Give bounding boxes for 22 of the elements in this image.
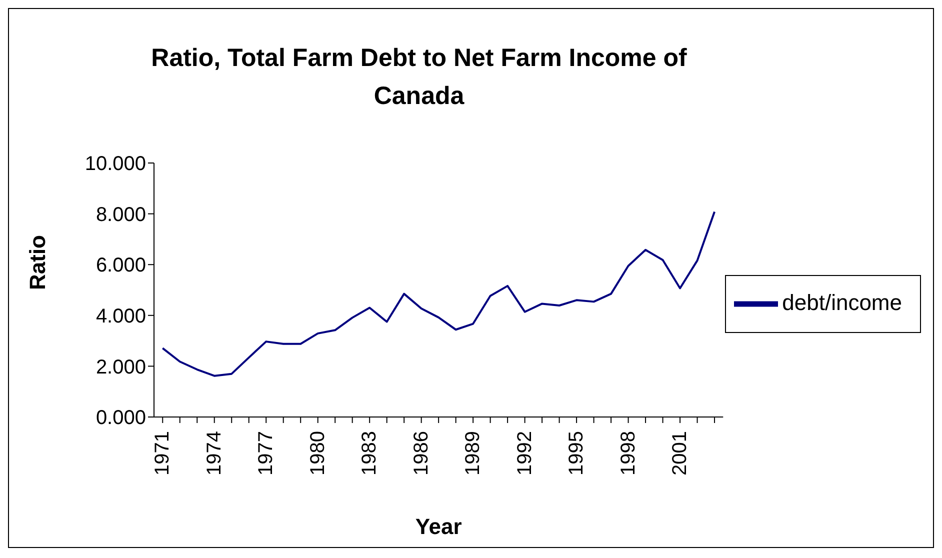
x-tick-label: 1977	[255, 431, 278, 476]
x-tick-label: 1974	[203, 431, 226, 476]
x-tick-label: 1986	[410, 431, 432, 476]
chart-title: Ratio, Total Farm Debt to Net Farm Income of Canada	[150, 43, 688, 112]
x-tick-label: 1980	[306, 431, 329, 476]
x-tick-label: 1983	[358, 431, 381, 476]
x-tick-label: 1992	[514, 431, 536, 476]
x-tick-label: 2001	[669, 431, 692, 476]
x-tick-label: 1995	[566, 431, 588, 476]
y-tick-label: 2.000	[96, 356, 146, 378]
y-tick-label: 10.000	[84, 153, 146, 176]
y-tick-label: 8.000	[96, 204, 146, 226]
y-tick-label: 4.000	[96, 306, 146, 328]
x-tick-label: 1971	[152, 431, 174, 476]
y-tick-label: 6.000	[96, 254, 146, 277]
x-axis-title: Year	[415, 514, 462, 539]
line-series	[162, 210, 716, 377]
y-tick-label: 0.000	[96, 407, 146, 430]
legend-label: debt/income	[782, 290, 902, 315]
x-tick-label: 1998	[617, 431, 640, 476]
y-axis-title: Ratio	[24, 235, 50, 290]
x-tick-label: 1989	[462, 431, 484, 476]
